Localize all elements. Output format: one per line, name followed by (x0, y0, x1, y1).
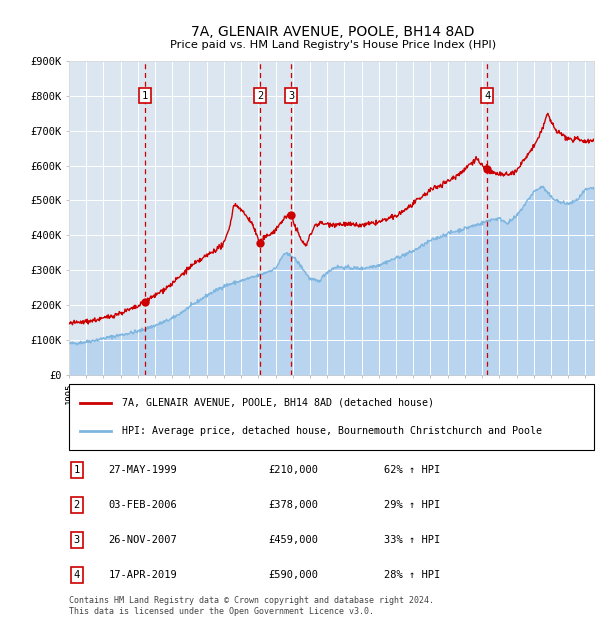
Text: Contains HM Land Registry data © Crown copyright and database right 2024.
This d: Contains HM Land Registry data © Crown c… (69, 596, 434, 616)
Text: 2: 2 (74, 500, 80, 510)
Text: 2: 2 (257, 91, 263, 100)
Text: 7A, GLENAIR AVENUE, POOLE, BH14 8AD (detached house): 7A, GLENAIR AVENUE, POOLE, BH14 8AD (det… (121, 397, 433, 407)
FancyBboxPatch shape (69, 384, 594, 450)
Text: £459,000: £459,000 (269, 535, 319, 545)
Text: HPI: Average price, detached house, Bournemouth Christchurch and Poole: HPI: Average price, detached house, Bour… (121, 427, 542, 436)
Text: 03-FEB-2006: 03-FEB-2006 (109, 500, 177, 510)
Text: 27-MAY-1999: 27-MAY-1999 (109, 465, 177, 475)
Text: £210,000: £210,000 (269, 465, 319, 475)
Text: 1: 1 (142, 91, 148, 100)
Text: Price paid vs. HM Land Registry's House Price Index (HPI): Price paid vs. HM Land Registry's House … (170, 40, 496, 50)
Text: £378,000: £378,000 (269, 500, 319, 510)
Text: 33% ↑ HPI: 33% ↑ HPI (384, 535, 440, 545)
Text: 3: 3 (288, 91, 294, 100)
Text: 29% ↑ HPI: 29% ↑ HPI (384, 500, 440, 510)
Text: 17-APR-2019: 17-APR-2019 (109, 570, 177, 580)
Text: 62% ↑ HPI: 62% ↑ HPI (384, 465, 440, 475)
Text: 26-NOV-2007: 26-NOV-2007 (109, 535, 177, 545)
Text: 4: 4 (484, 91, 490, 100)
Text: 1: 1 (74, 465, 80, 475)
Text: 28% ↑ HPI: 28% ↑ HPI (384, 570, 440, 580)
Text: 3: 3 (74, 535, 80, 545)
Text: £590,000: £590,000 (269, 570, 319, 580)
Text: 4: 4 (74, 570, 80, 580)
Text: 7A, GLENAIR AVENUE, POOLE, BH14 8AD: 7A, GLENAIR AVENUE, POOLE, BH14 8AD (191, 25, 475, 39)
